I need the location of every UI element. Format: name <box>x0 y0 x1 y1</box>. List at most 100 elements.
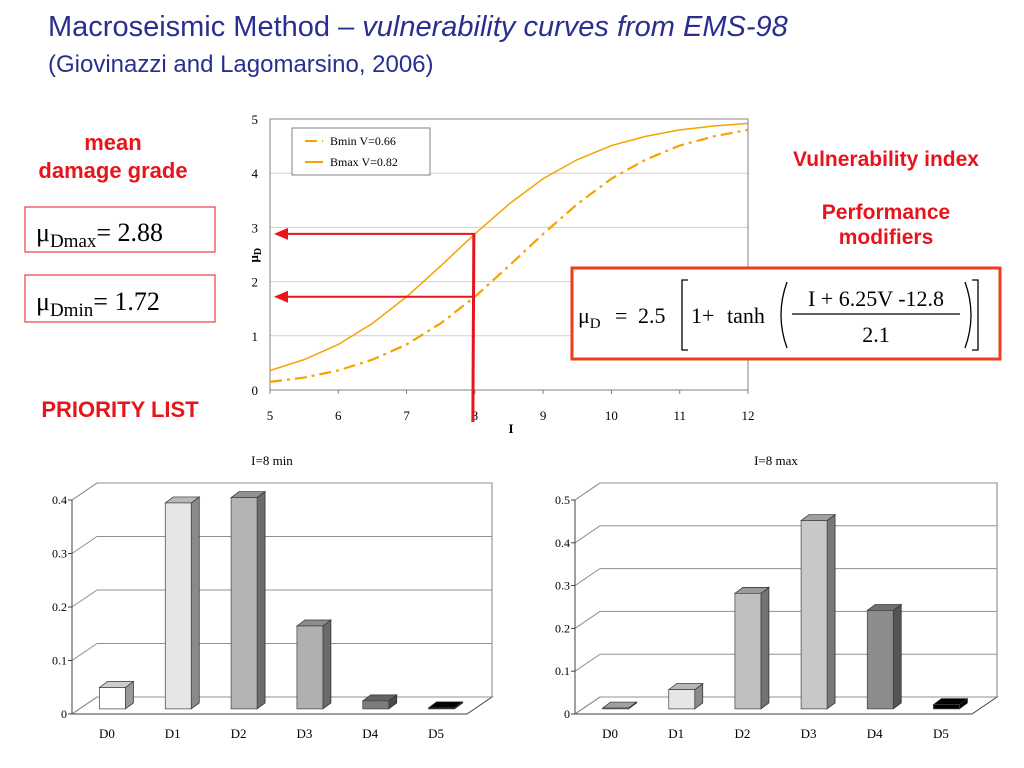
y-tick-label: 0 <box>564 707 570 721</box>
formula-one: 1+ <box>691 303 714 328</box>
y-tick-label: 0.2 <box>555 621 570 635</box>
y-tick-label: 4 <box>252 166 259 181</box>
bar-side <box>826 513 836 710</box>
y-tick-label: 1 <box>252 329 259 344</box>
x-tick-label: 9 <box>540 408 547 423</box>
grid-line <box>574 525 997 544</box>
bar-side <box>892 603 902 710</box>
legend-label: Bmax V=0.82 <box>330 155 398 169</box>
grid-line <box>71 696 492 715</box>
chart-title: I=8 min <box>251 453 293 468</box>
x-axis-label: I <box>508 421 513 436</box>
heading-emphasis: vulnerability curves from EMS-98 <box>362 11 787 43</box>
denominator: 2.1 <box>862 322 890 347</box>
bar-side <box>190 496 200 710</box>
bar-side <box>322 619 332 710</box>
subscript: D <box>590 316 601 332</box>
x-tick-label: 8 <box>472 408 479 423</box>
bar <box>362 700 390 710</box>
walls <box>71 482 493 714</box>
formula-coef: 2.5 <box>638 303 666 328</box>
y-tick-label: 0 <box>252 383 259 398</box>
formula-lhs: μD <box>578 303 601 332</box>
reading-line <box>471 233 476 423</box>
x-tick-label: 7 <box>403 408 410 423</box>
value: = 2.88 <box>96 218 163 247</box>
label: Vulnerability index <box>793 148 979 171</box>
line <box>269 128 749 383</box>
y-tick-label: 0.1 <box>555 664 570 678</box>
x-tick-label: D1 <box>165 726 181 741</box>
walls <box>574 482 998 714</box>
floor <box>70 696 494 715</box>
x-tick-label: D2 <box>231 726 247 741</box>
y-tick-label: 0.3 <box>52 547 67 561</box>
formula-tanh: tanh <box>727 303 765 328</box>
symbol: μ <box>246 255 261 263</box>
grid-line <box>71 482 492 501</box>
symbol: μ <box>36 287 50 316</box>
x-tick-label: D3 <box>296 726 312 741</box>
label: damage grade <box>38 158 187 183</box>
bar <box>164 502 192 710</box>
x-tick-label: D5 <box>933 726 949 741</box>
grid-line <box>574 653 997 672</box>
result: μDmax= 2.88 <box>36 218 163 252</box>
bar <box>668 689 696 710</box>
x-tick-label: 11 <box>673 408 686 423</box>
bar <box>734 592 762 710</box>
subscript: Dmax <box>50 231 97 252</box>
y-tick-label: 0.4 <box>52 493 67 507</box>
x-tick-label: 5 <box>267 408 274 423</box>
bar <box>428 707 455 710</box>
chart-title: I=8 max <box>754 453 798 468</box>
formula: μD = 2.5 1+ tanh I + 6.25V -12.8 2.1 <box>578 279 979 351</box>
heading-main: Macroseismic Method – <box>48 11 362 43</box>
grid-line <box>71 589 492 608</box>
subscript: Dmin <box>50 300 94 321</box>
result-box <box>24 206 216 253</box>
symbol: μ <box>578 303 590 328</box>
formula-equals: = <box>615 303 627 328</box>
y-tick-label: 0.3 <box>555 579 570 593</box>
x-tick-label: D0 <box>99 726 115 741</box>
line <box>269 122 749 372</box>
x-tick-label: D1 <box>668 726 684 741</box>
bracket <box>681 279 979 351</box>
bar <box>866 610 894 710</box>
x-tick-label: D4 <box>867 726 883 741</box>
x-tick-label: 12 <box>742 408 755 423</box>
subscript: D <box>253 248 264 255</box>
x-tick-label: D3 <box>801 726 817 741</box>
grid-line <box>574 610 997 629</box>
x-tick-label: 6 <box>335 408 342 423</box>
y-tick-label: 0.1 <box>52 654 67 668</box>
y-tick-label: 0.5 <box>555 493 570 507</box>
grid-line <box>71 536 492 554</box>
bar <box>296 625 324 710</box>
y-axis-label: μD <box>246 248 264 263</box>
bar <box>933 704 960 710</box>
heading: Macroseismic Method – vulnerability curv… <box>48 11 788 43</box>
x-tick-label: D0 <box>602 726 618 741</box>
result-box <box>24 274 216 323</box>
grid-line <box>71 643 492 661</box>
y-tick-label: 0 <box>61 707 67 721</box>
label: modifiers <box>839 226 934 249</box>
legend-label: Bmin V=0.66 <box>330 134 396 148</box>
legend-box <box>291 127 431 176</box>
grid-line <box>574 482 997 501</box>
bar <box>800 520 828 710</box>
label: mean <box>84 130 141 155</box>
arrow-head <box>274 227 288 240</box>
x-tick-label: D5 <box>428 726 444 741</box>
grid-line <box>574 568 997 587</box>
paren <box>780 281 972 349</box>
heading-citation: (Giovinazzi and Lagomarsino, 2006) <box>48 51 434 78</box>
y-tick-label: 0.4 <box>555 536 570 550</box>
bar <box>99 687 126 710</box>
label: Performance <box>822 201 950 224</box>
x-tick-label: D4 <box>362 726 378 741</box>
y-tick-label: 2 <box>252 275 259 290</box>
